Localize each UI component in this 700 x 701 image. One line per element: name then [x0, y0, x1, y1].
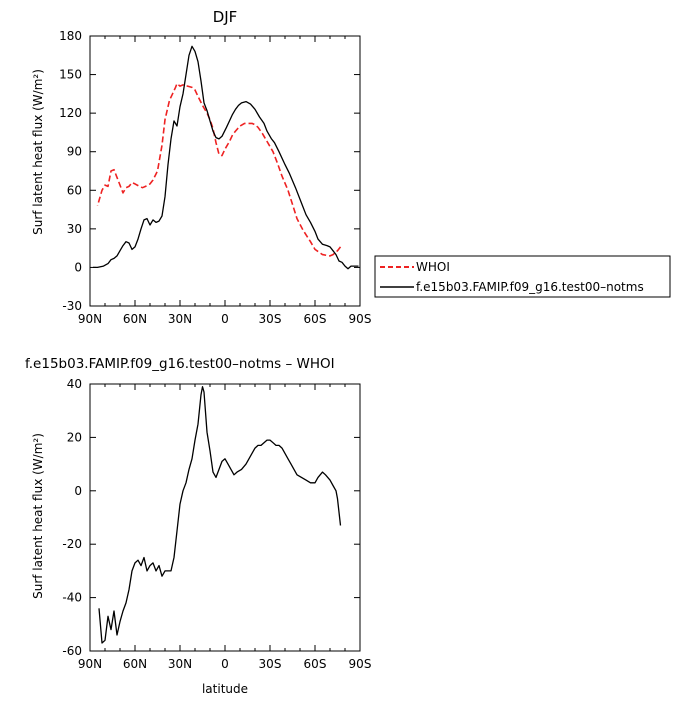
- series-line-1: [93, 45, 359, 270]
- y-tick-label: 60: [67, 183, 82, 197]
- y-tick-label: 20: [67, 430, 82, 444]
- y-axis-label-group: Surf latent heat flux (W/m²): [31, 69, 45, 235]
- y-axis-label: Surf latent heat flux (W/m²): [31, 433, 45, 599]
- series-line-0: [98, 386, 342, 644]
- x-tick-label: 60S: [304, 657, 327, 671]
- x-tick-label: 90S: [349, 312, 372, 326]
- legend-label-whoi: WHOI: [416, 260, 450, 274]
- top-panel: DJF Surf latent heat flux (W/m²) -30 0 30 6…: [31, 8, 671, 326]
- chart-title: DJF: [213, 8, 238, 26]
- x-tick-label: 60N: [123, 657, 147, 671]
- x-tick-label: 60S: [304, 312, 327, 326]
- x-tick-label: 0: [221, 657, 229, 671]
- y-axis: -30 0 30 60 90 120 150 180: [59, 29, 360, 313]
- y-axis-label-group: Surf latent heat flux (W/m²): [31, 433, 45, 599]
- x-tick-label: 30N: [168, 312, 192, 326]
- y-tick-label: 120: [59, 106, 82, 120]
- y-tick-label: 30: [67, 222, 82, 236]
- y-tick-label: 40: [67, 377, 82, 391]
- y-axis: -60 -40 -20 0 20 40: [62, 377, 360, 658]
- y-tick-label: -20: [62, 537, 82, 551]
- x-tick-label: 0: [221, 312, 229, 326]
- x-tick-label: 90N: [78, 657, 102, 671]
- x-tick-label: 90S: [349, 657, 372, 671]
- x-tick-label: 30N: [168, 657, 192, 671]
- y-tick-label: 0: [74, 484, 82, 498]
- chart-title: f.e15b03.FAMIP.f09_g16.test00–notms – WH…: [25, 356, 335, 372]
- series-layer: [98, 386, 342, 644]
- y-tick-label: 150: [59, 68, 82, 82]
- x-tick-label: 30S: [259, 312, 282, 326]
- x-axis-label: latitude: [202, 682, 248, 696]
- y-tick-label: -30: [62, 299, 82, 313]
- x-axis: 90N 60N 30N 0 30S 60S 90S: [78, 36, 372, 326]
- x-tick-label: 30S: [259, 657, 282, 671]
- plot-frame: [89, 383, 361, 652]
- y-tick-label: -40: [62, 591, 82, 605]
- series-layer: [93, 45, 359, 270]
- x-tick-label: 60N: [123, 312, 147, 326]
- y-axis-label: Surf latent heat flux (W/m²): [31, 69, 45, 235]
- bottom-panel: f.e15b03.FAMIP.f09_g16.test00–notms – WH…: [25, 356, 371, 696]
- y-tick-label: 0: [74, 260, 82, 274]
- series-line-0: [96, 82, 342, 257]
- legend-label-model: f.e15b03.FAMIP.f09_g16.test00–notms: [416, 280, 644, 294]
- legend: WHOI f.e15b03.FAMIP.f09_g16.test00–notms: [374, 255, 671, 298]
- legend-box: [374, 255, 671, 298]
- x-tick-label: 90N: [78, 312, 102, 326]
- plot-frame: [89, 35, 361, 307]
- y-tick-label: 180: [59, 29, 82, 43]
- x-axis: 90N 60N 30N 0 30S 60S 90S: [78, 384, 372, 671]
- y-tick-label: 90: [67, 145, 82, 159]
- y-tick-label: -60: [62, 644, 82, 658]
